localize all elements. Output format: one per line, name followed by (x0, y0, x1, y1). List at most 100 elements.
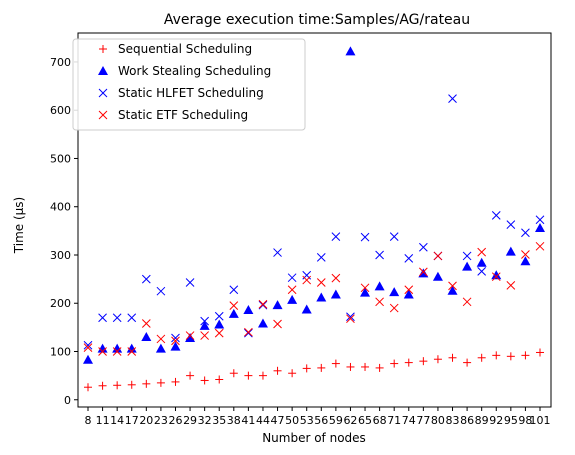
data-point (448, 94, 457, 103)
data-point (155, 343, 166, 353)
data-point (141, 274, 151, 284)
data-point (214, 319, 225, 329)
data-point (98, 313, 107, 323)
x-tick-label: 83 (446, 414, 460, 427)
legend-marker (98, 66, 108, 75)
x-tick-label: 101 (530, 414, 551, 427)
data-point (215, 375, 224, 384)
data-point (389, 303, 399, 313)
data-point (186, 371, 195, 380)
legend-label: Static HLFET Scheduling (118, 86, 264, 100)
data-point (536, 348, 544, 357)
data-point (84, 383, 92, 392)
x-tick-label: 62 (343, 414, 357, 427)
data-point (316, 253, 326, 262)
x-tick-label: 74 (402, 414, 416, 427)
data-point (360, 232, 370, 242)
data-points (83, 46, 545, 392)
y-tick-label: 300 (50, 249, 71, 262)
x-axis-label: Number of nodes (262, 431, 366, 445)
legend-marker (99, 45, 107, 53)
x-tick-label: 29 (183, 414, 197, 427)
data-point (375, 250, 384, 260)
legend-label: Work Stealing Scheduling (118, 64, 271, 78)
data-point (520, 256, 531, 266)
data-point (491, 211, 501, 220)
data-point (535, 241, 545, 251)
data-point (258, 371, 267, 380)
legend-marker (98, 88, 108, 98)
data-point (535, 222, 545, 232)
data-point (83, 343, 93, 352)
legend-box (72, 38, 306, 131)
data-point (345, 46, 356, 56)
x-tick-label: 11 (96, 414, 110, 427)
data-point (98, 381, 107, 390)
data-point (374, 281, 385, 291)
data-point (492, 351, 501, 360)
data-point (375, 363, 384, 372)
data-point (491, 270, 502, 280)
data-point (506, 352, 515, 361)
chart-title: Average execution time:Samples/AG/rateau (164, 12, 470, 28)
data-point (521, 351, 530, 360)
data-point (127, 347, 137, 356)
x-tick-label: 86 (460, 414, 474, 427)
data-point (403, 289, 414, 299)
data-point (229, 369, 238, 378)
data-point (98, 347, 107, 356)
plot-area (77, 32, 552, 408)
data-point (142, 379, 151, 388)
x-tick-label: 23 (154, 414, 168, 427)
data-point (360, 283, 370, 293)
data-point (477, 353, 486, 362)
data-point (287, 294, 298, 304)
legend-marker (98, 110, 108, 120)
data-point (200, 331, 209, 340)
data-point (229, 301, 239, 311)
data-point (141, 319, 151, 328)
data-point (476, 257, 487, 267)
x-tick-label: 17 (125, 414, 139, 427)
y-tick-label: 200 (50, 297, 71, 310)
y-tick-label: 500 (50, 152, 71, 165)
x-tick-label: 98 (518, 414, 532, 427)
data-point (390, 359, 399, 368)
data-point (229, 285, 239, 295)
data-point (302, 270, 312, 280)
x-tick-label: 59 (329, 414, 343, 427)
data-point (171, 333, 180, 343)
data-point (244, 327, 253, 337)
data-point (97, 343, 108, 353)
data-point (462, 251, 472, 261)
x-tick-label: 38 (227, 414, 241, 427)
data-point (404, 358, 413, 367)
data-point (302, 275, 312, 285)
data-point (316, 278, 326, 287)
x-tick-label: 95 (504, 414, 518, 427)
x-tick-label: 53 (300, 414, 314, 427)
data-point (419, 242, 428, 252)
data-point (535, 215, 545, 225)
series-3 (83, 241, 545, 356)
x-tick-label: 14 (110, 414, 124, 427)
data-point (491, 272, 501, 282)
data-point (214, 328, 224, 338)
data-point (112, 347, 122, 356)
x-tick-label: 35 (212, 414, 226, 427)
data-point (288, 369, 297, 378)
data-point (375, 297, 384, 307)
data-point (257, 318, 268, 328)
data-point (346, 362, 355, 371)
y-tick-label: 100 (50, 346, 71, 359)
series-2 (83, 94, 545, 350)
x-tick-label: 44 (256, 414, 270, 427)
data-point (83, 354, 93, 364)
data-point (361, 362, 370, 371)
data-point (200, 316, 209, 326)
data-point (199, 320, 210, 330)
y-tick-label: 700 (50, 56, 71, 69)
data-point (156, 286, 166, 296)
data-point (156, 378, 165, 387)
